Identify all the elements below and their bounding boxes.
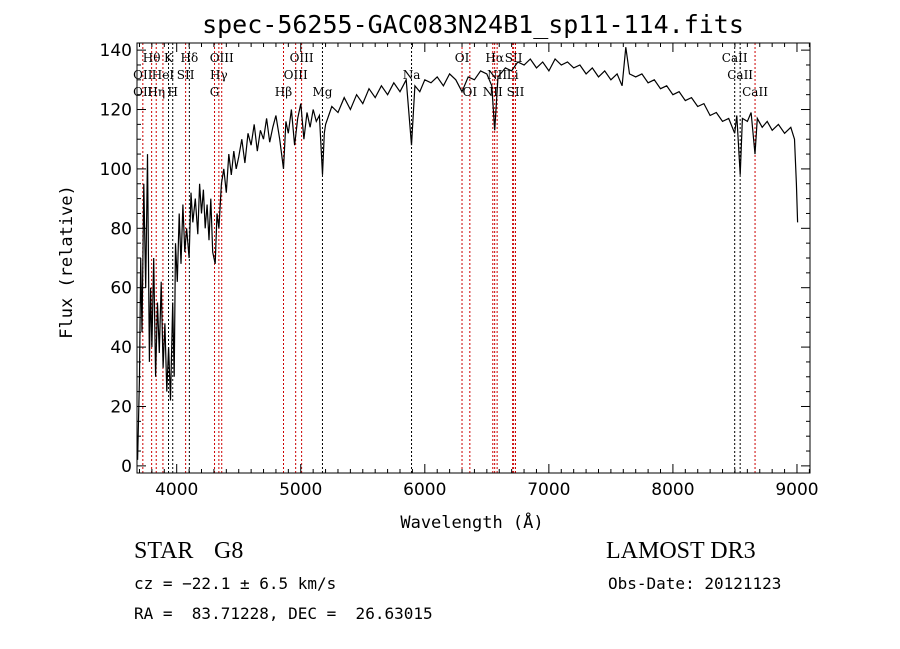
spectral-line-label: Na xyxy=(403,68,421,82)
y-tick-label: 40 xyxy=(110,338,132,358)
spectral-line-label: OIII xyxy=(210,51,234,65)
spectral-line-label: OII xyxy=(133,85,153,99)
object-class: STAR xyxy=(134,538,194,564)
spectral-line-label: Hγ xyxy=(210,68,228,82)
x-tick-label: 8000 xyxy=(651,480,694,500)
spectral-line-label: SII xyxy=(505,51,523,65)
spectral-line-label: OI xyxy=(455,51,470,65)
spectral-line-label: HeI xyxy=(152,68,175,82)
y-tick-label: 0 xyxy=(121,457,132,477)
y-tick-label: 20 xyxy=(110,397,132,417)
spectral-line-label: Hθ xyxy=(143,51,161,65)
y-axis-label: Flux (relative) xyxy=(57,185,77,339)
x-tick-label: 7000 xyxy=(527,480,570,500)
spectral-line-label: CaII xyxy=(722,51,748,65)
x-axis-label: Wavelength (Å) xyxy=(400,511,543,533)
spectral-line-label: G xyxy=(210,85,220,99)
x-tick-label: 4000 xyxy=(155,480,198,500)
x-tick-label: 9000 xyxy=(775,480,818,500)
spectral-line-label: NII xyxy=(483,85,503,99)
y-tick-label: 80 xyxy=(110,219,132,239)
observation-date: Obs-Date: 20121123 xyxy=(608,574,782,593)
plot-frame xyxy=(136,42,811,474)
y-tick-label: 120 xyxy=(100,101,132,121)
y-tick-label: 100 xyxy=(100,160,132,180)
spectral-line-label: SII xyxy=(177,68,195,82)
spectral-line-label: SII xyxy=(507,85,525,99)
spectral-line-label: CaII xyxy=(742,85,768,99)
spectral-line-label: Li xyxy=(507,68,519,82)
spectral-line-label: OII xyxy=(133,68,153,82)
object-subclass: G8 xyxy=(214,538,244,564)
spectral-line-label: OIII xyxy=(284,68,308,82)
spectral-line-label: OIII xyxy=(290,51,314,65)
spectral-line-label: Mg xyxy=(312,85,332,99)
spectrum-line xyxy=(137,47,799,460)
spectral-line-label: CaII xyxy=(727,68,753,82)
spectral-line-label: Hδ xyxy=(180,51,198,65)
coordinates: RA = 83.71228, DEC = 26.63015 xyxy=(134,604,433,623)
x-tick-label: 5000 xyxy=(279,480,322,500)
spectral-line-label: Hα xyxy=(485,51,504,65)
chart-title: spec-56255-GAC083N24B1_sp11-114.fits xyxy=(202,10,744,39)
spectral-line-label: Hη xyxy=(147,85,165,99)
redshift-velocity: cz = −22.1 ± 6.5 km/s xyxy=(134,574,337,593)
survey-name: LAMOST DR3 xyxy=(606,538,756,564)
y-tick-label: 60 xyxy=(110,279,132,299)
spectral-line-label: H xyxy=(167,85,177,99)
spectral-line-label: K xyxy=(164,51,174,65)
spectral-line-label: Hβ xyxy=(275,85,292,99)
spectral-line-label: OI xyxy=(463,85,478,99)
x-tick-label: 6000 xyxy=(403,480,446,500)
y-tick-label: 140 xyxy=(100,41,132,61)
